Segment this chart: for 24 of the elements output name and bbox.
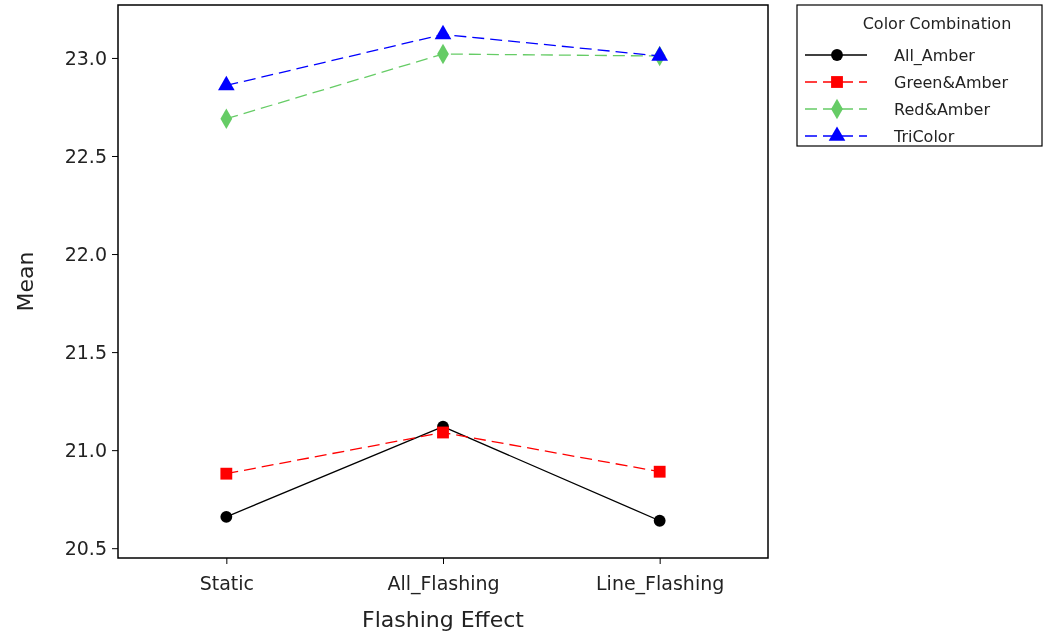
point <box>220 467 233 480</box>
legend-label: All_Amber <box>894 46 976 66</box>
y-axis-title: Mean <box>13 251 38 312</box>
point <box>651 46 668 61</box>
legend-label: Green&Amber <box>894 73 1009 92</box>
point <box>220 510 233 523</box>
legend-label: Red&Amber <box>894 100 991 119</box>
y-tick-label: 21.5 <box>64 340 107 363</box>
legend-label: TriColor <box>893 127 955 146</box>
y-tick-label: 20.5 <box>64 536 107 559</box>
point <box>437 426 449 439</box>
y-tick-label: 22.5 <box>64 144 107 167</box>
x-axis-title: Flashing Effect <box>362 607 525 632</box>
y-tick-label: 23.0 <box>64 46 107 69</box>
point <box>218 75 235 91</box>
y-tick-label: 22.0 <box>64 242 107 265</box>
x-tick-label: Line_Flashing <box>596 571 725 595</box>
point <box>434 24 452 40</box>
point <box>653 514 666 527</box>
legend-title: Color Combination <box>862 14 1012 33</box>
x-tick-label: Static <box>199 571 254 594</box>
point <box>653 465 666 478</box>
y-tick-label: 21.0 <box>64 438 107 461</box>
x-tick-label: All_Flashing <box>387 571 500 595</box>
